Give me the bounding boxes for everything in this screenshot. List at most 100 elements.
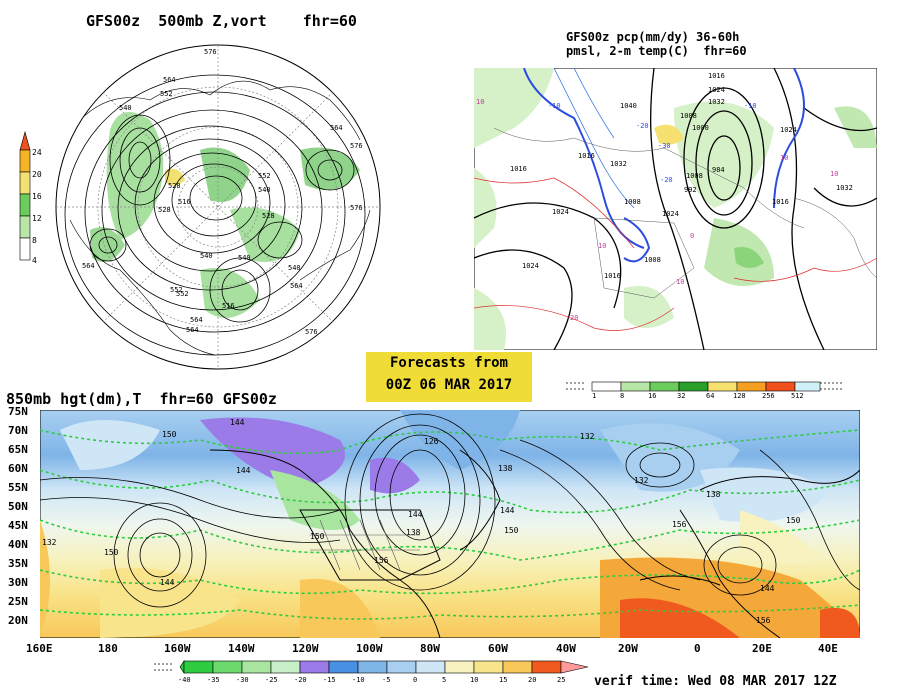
pmsl-precip-map xyxy=(474,68,877,350)
temp-label: -20 xyxy=(636,122,649,130)
temp-scale-label: 15 xyxy=(499,676,508,684)
precip-scale-label: 512 xyxy=(791,392,804,400)
temp-scale-label: -25 xyxy=(265,676,278,684)
vort-scale-label: 16 xyxy=(32,192,42,201)
height-label: 150 xyxy=(786,516,801,525)
contour-label: 564 xyxy=(330,124,343,132)
temp-scale-label: -35 xyxy=(207,676,220,684)
vort-area xyxy=(90,227,125,262)
contour-label: 564 xyxy=(163,76,176,84)
pressure-label: 1024 xyxy=(522,262,539,270)
pressure-label: 1032 xyxy=(708,98,725,106)
precip-scale-label: 64 xyxy=(706,392,715,400)
pressure-label: 1032 xyxy=(610,160,627,168)
pressure-label: 1016 xyxy=(578,152,595,160)
pressure-label: 984 xyxy=(712,166,725,174)
lon-label: 180 xyxy=(98,642,118,655)
pressure-label: 992 xyxy=(684,186,697,194)
pressure-label: 1016 xyxy=(772,198,789,206)
pmsl-map-title: GFS00z pcp(mm/dy) 36-60h pmsl, 2-m temp(… xyxy=(566,30,747,58)
contour-label: 552 xyxy=(160,90,173,98)
vort-area xyxy=(300,147,360,190)
lon-label: 40W xyxy=(556,642,576,655)
pressure-label: 1016 xyxy=(708,72,725,80)
precip-scale-label: 256 xyxy=(762,392,775,400)
contour-label: 516 xyxy=(178,198,191,206)
precip-scale-label: 8 xyxy=(620,392,625,400)
lon-label: 0 xyxy=(694,642,701,655)
temp-scale-label: 10 xyxy=(470,676,479,684)
temp-label: -30 xyxy=(658,142,671,150)
pmsl-title-line1: GFS00z pcp(mm/dy) 36-60h xyxy=(566,30,740,44)
pressure-label: 1024 xyxy=(552,208,569,216)
temp-label: 10 xyxy=(780,154,789,162)
height-label: 156 xyxy=(672,520,687,529)
temp-label: -10 xyxy=(744,102,757,110)
lon-label: 160E xyxy=(26,642,53,655)
pressure-label: 1024 xyxy=(662,210,679,218)
lat-label: 50N xyxy=(8,500,28,513)
lat-label: 40N xyxy=(8,538,28,551)
height-label: 138 xyxy=(406,528,421,537)
precip-scale-label: 32 xyxy=(677,392,686,400)
temp-scale-label: 5 xyxy=(442,676,447,684)
lat-label: 55N xyxy=(8,481,28,494)
height-label: 144 xyxy=(500,506,515,515)
vort-area xyxy=(165,168,185,186)
vort-scale-label: 12 xyxy=(32,214,42,223)
height-label: 126 xyxy=(424,437,439,446)
pressure-label: 1008 xyxy=(624,198,641,206)
height-label: 132 xyxy=(42,538,57,547)
temp-label: -20 xyxy=(660,176,673,184)
vort-scale-label: 8 xyxy=(32,236,37,245)
pressure-label: 1016 xyxy=(604,272,621,280)
pressure-label: 1008 xyxy=(680,112,697,120)
temp-colorbar xyxy=(154,660,589,674)
lon-label: 20W xyxy=(618,642,638,655)
temp-scale-label: 25 xyxy=(557,676,566,684)
contour-label: 576 xyxy=(305,328,318,336)
contour-label: 516 xyxy=(222,302,235,310)
height-label: 150 xyxy=(504,526,519,535)
contour-label: 528 xyxy=(158,206,171,214)
lat-label: 35N xyxy=(8,557,28,570)
contour-label: 564 xyxy=(82,262,95,270)
temp-scale-label: -10 xyxy=(352,676,365,684)
height-label: 138 xyxy=(706,490,721,499)
forecast-line2: 00Z 06 MAR 2017 xyxy=(385,377,513,393)
height-label: 144 xyxy=(408,510,423,519)
850mb-map xyxy=(40,410,860,638)
vort-scale-label: 20 xyxy=(32,170,42,179)
precip-scale-label: 16 xyxy=(648,392,657,400)
temp-label: 10 xyxy=(476,98,485,106)
vort-scale-label: 4 xyxy=(32,256,37,265)
lat-label: 20N xyxy=(8,614,28,627)
temp-scale-label: -15 xyxy=(323,676,336,684)
precip-scale-label: 1 xyxy=(592,392,597,400)
pressure-label: 1040 xyxy=(620,102,637,110)
lon-label: 120W xyxy=(292,642,319,655)
lon-label: 160W xyxy=(164,642,191,655)
verif-time: verif time: Wed 08 MAR 2017 12Z xyxy=(594,674,837,689)
height-label: 132 xyxy=(580,432,595,441)
height-label: 132 xyxy=(634,476,649,485)
contour-label: 564 xyxy=(190,316,203,324)
contour-label: 576 xyxy=(204,48,217,56)
height-label: 144 xyxy=(230,418,245,427)
forecast-init-box: Forecasts from 00Z 06 MAR 2017 xyxy=(366,352,532,402)
lat-label: 70N xyxy=(8,424,28,437)
polar-map-content xyxy=(56,45,380,369)
lat-label: 25N xyxy=(8,595,28,608)
contour-label: 528 xyxy=(262,212,275,220)
precip-scale-label: 128 xyxy=(733,392,746,400)
forecast-line1: Forecasts from xyxy=(389,355,508,371)
height-label: 144 xyxy=(160,578,175,587)
pressure-label: 1008 xyxy=(686,172,703,180)
contour-label: 540 xyxy=(258,186,271,194)
height-label: 150 xyxy=(310,532,325,541)
pressure-label: 1024 xyxy=(780,126,797,134)
pressure-label: 1000 xyxy=(692,124,709,132)
lon-label: 60W xyxy=(488,642,508,655)
lat-label: 30N xyxy=(8,576,28,589)
contour-label: 552 xyxy=(176,290,189,298)
